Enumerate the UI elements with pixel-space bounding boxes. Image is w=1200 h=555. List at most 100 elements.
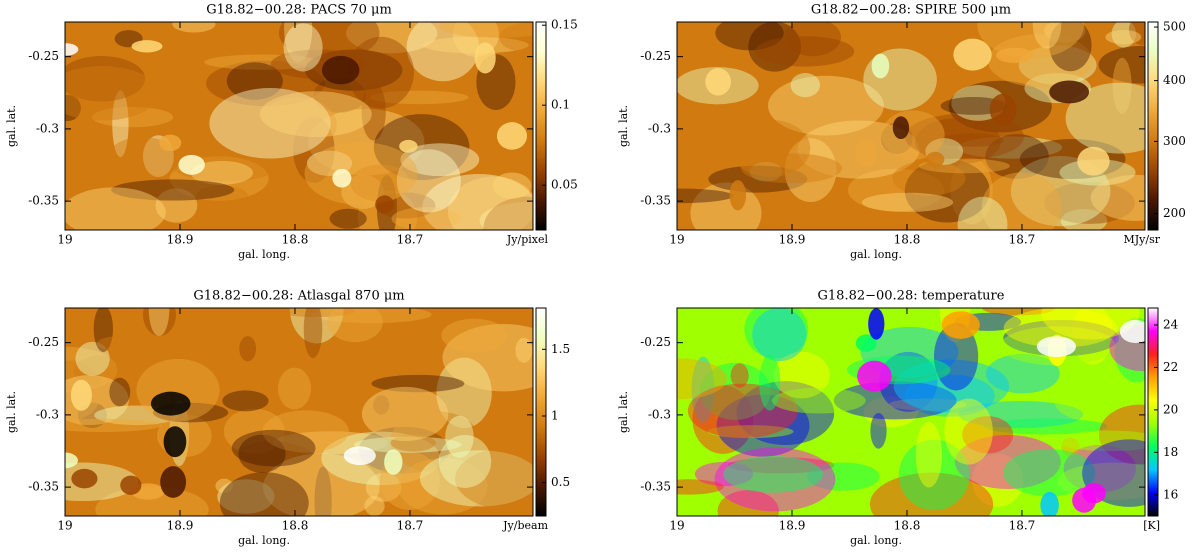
image-feature <box>855 334 877 352</box>
image-feature <box>795 53 882 74</box>
image-feature <box>1071 308 1114 365</box>
x-tick-label: 18.7 <box>1009 519 1036 533</box>
colorbar-tick-label: 0.1 <box>551 98 570 112</box>
x-axis-label: gal. long. <box>238 534 290 547</box>
image-feature <box>361 82 386 141</box>
y-axis-label: gal. lat. <box>617 105 630 147</box>
image-feature <box>350 164 411 202</box>
image-feature <box>178 154 205 175</box>
image-feature <box>65 187 166 230</box>
image-feature <box>677 188 734 204</box>
image-feature <box>209 88 331 159</box>
y-tick-label: -0.3 <box>648 407 671 421</box>
colorbar-tick-label: 22 <box>1163 360 1178 374</box>
image-feature <box>892 116 910 140</box>
image-feature <box>861 192 954 212</box>
image-feature <box>855 138 878 168</box>
image-feature <box>717 490 779 516</box>
image-feature <box>954 434 1061 490</box>
image-feature <box>131 40 163 53</box>
y-tick-label: -0.25 <box>28 335 59 349</box>
image-feature <box>262 410 349 453</box>
colorbar-tick-label: 16 <box>1163 487 1178 501</box>
image-feature <box>915 422 943 488</box>
image-feature <box>754 36 855 67</box>
image-feature <box>112 90 129 158</box>
plot-frame <box>64 21 534 231</box>
image-feature <box>863 396 918 428</box>
image-feature <box>692 385 754 454</box>
image-feature <box>896 38 921 56</box>
image-feature <box>155 188 198 223</box>
image-feature <box>93 308 113 353</box>
colorbar-tick-label: 24 <box>1163 317 1179 331</box>
image-feature <box>231 429 316 467</box>
y-axis-label: gal. lat. <box>5 105 18 147</box>
y-tick-label: -0.35 <box>28 480 59 494</box>
image-feature <box>1032 22 1062 49</box>
image-feature <box>343 446 376 466</box>
image-feature <box>1119 319 1145 344</box>
image-feature <box>699 362 771 420</box>
image-feature <box>879 351 938 412</box>
image-feature <box>962 416 1014 454</box>
x-axis-label: gal. long. <box>850 248 902 261</box>
image-feature <box>329 208 367 229</box>
image-feature <box>870 412 887 449</box>
image-feature <box>888 398 967 411</box>
y-tick-label: -0.25 <box>640 49 671 63</box>
y-axis-label: gal. lat. <box>617 391 630 433</box>
image-feature <box>759 354 781 411</box>
image-feature <box>304 142 418 205</box>
image-feature <box>714 447 836 512</box>
image-feature <box>996 47 1034 63</box>
image-feature <box>483 196 533 230</box>
image-feature <box>259 91 372 138</box>
chart-title: G18.82−00.28: SPIRE 500 μm <box>811 3 1011 18</box>
image-feature <box>97 336 140 352</box>
image-feature <box>365 473 402 502</box>
image-feature <box>422 174 533 230</box>
image-feature <box>729 180 747 211</box>
colorbar-tick-label: 0.05 <box>551 178 578 192</box>
image-feature <box>71 468 98 489</box>
image-feature <box>1040 491 1059 516</box>
plot-frame <box>676 307 1146 517</box>
image-feature <box>292 116 335 183</box>
image-feature <box>1098 45 1145 84</box>
image-feature <box>748 22 802 72</box>
image-feature <box>239 336 257 362</box>
image-feature <box>1054 430 1145 452</box>
image-feature <box>332 168 352 188</box>
image-feature <box>312 308 432 324</box>
image-feature <box>70 379 92 411</box>
image-feature <box>398 458 488 515</box>
image-feature <box>75 341 110 376</box>
y-tick-label: -0.3 <box>648 121 671 135</box>
colorbar <box>535 307 547 517</box>
colorbar-tick-label: 500 <box>1163 20 1186 34</box>
image-feature <box>400 143 480 177</box>
image-feature <box>219 472 309 516</box>
y-tick-label: -0.35 <box>640 194 671 208</box>
image-feature <box>284 22 313 63</box>
image-feature <box>736 381 835 446</box>
image-feature <box>479 201 533 230</box>
image-feature <box>833 381 957 420</box>
image-feature <box>807 462 880 491</box>
image-feature <box>426 132 512 176</box>
image-feature <box>687 383 799 439</box>
image-feature <box>840 22 919 62</box>
colorbar-tick-label: 1.5 <box>551 342 570 356</box>
image-feature <box>772 24 794 43</box>
image-feature <box>1112 57 1132 114</box>
image-feature <box>515 337 533 363</box>
image-feature <box>143 308 176 337</box>
image-feature <box>1077 146 1110 176</box>
image-feature <box>205 60 326 107</box>
image-feature <box>65 43 79 56</box>
image-feature <box>65 56 146 102</box>
plot-frame <box>676 21 1146 231</box>
colorbar-label: [K] <box>1143 519 1160 532</box>
